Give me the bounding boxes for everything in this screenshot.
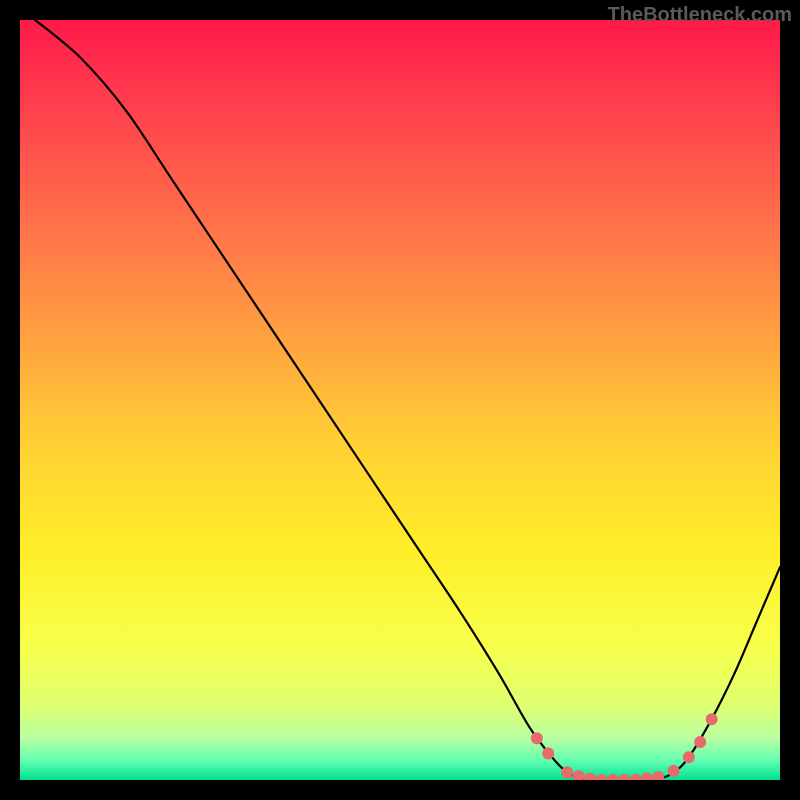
- curve-marker: [596, 775, 607, 781]
- curve-marker: [573, 771, 584, 780]
- curve-marker: [695, 737, 706, 748]
- curve-marker: [706, 714, 717, 725]
- curve-marker: [683, 752, 694, 763]
- curve-markers: [531, 714, 717, 780]
- curve-marker: [630, 775, 641, 781]
- curve-marker: [531, 733, 542, 744]
- curve-marker: [585, 773, 596, 780]
- chart-curve-layer: [20, 20, 780, 780]
- curve-marker: [619, 775, 630, 781]
- curve-marker: [607, 775, 618, 781]
- chart-plot-area: [20, 20, 780, 780]
- curve-marker: [653, 771, 664, 780]
- curve-marker: [562, 767, 573, 778]
- curve-marker: [543, 748, 554, 759]
- watermark-text: TheBottleneck.com: [608, 4, 792, 27]
- bottleneck-curve: [35, 20, 780, 780]
- curve-marker: [668, 765, 679, 776]
- curve-marker: [642, 773, 653, 780]
